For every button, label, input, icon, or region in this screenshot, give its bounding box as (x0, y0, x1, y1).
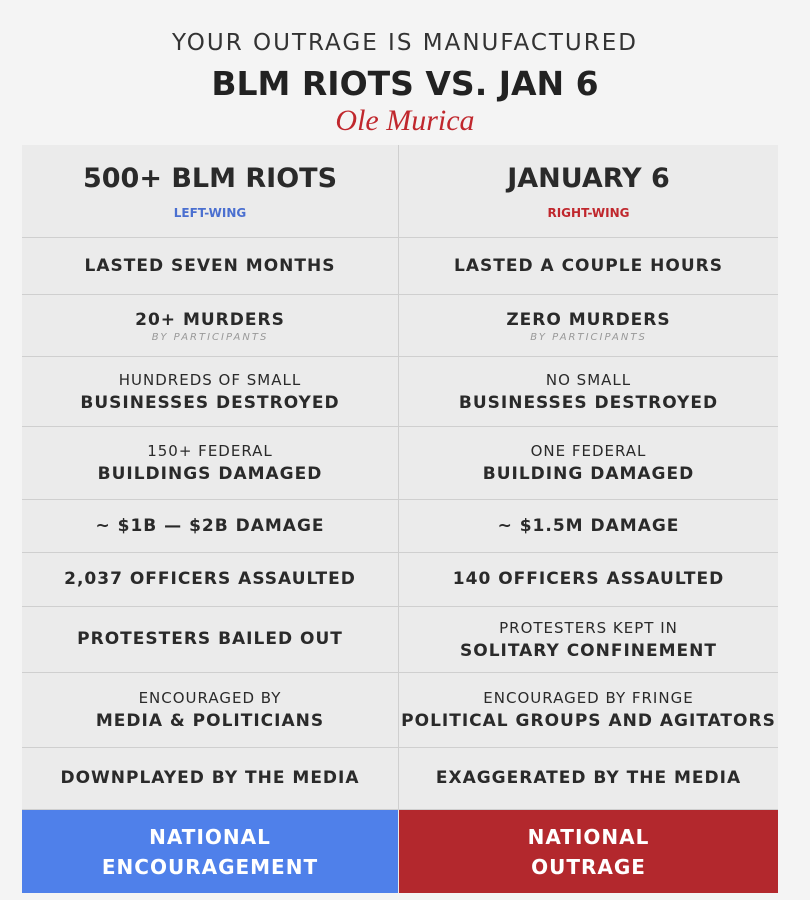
cell-text: PROTESTERS KEPT IN (499, 618, 678, 637)
footer-cell: NATIONAL ENCOURAGEMENT (22, 810, 398, 893)
cell-text: BUILDINGS DAMAGED (97, 464, 323, 484)
table-cell: 140 OFFICERS ASSAULTED (399, 553, 778, 607)
table-cell: ~ $1B — $2B DAMAGE (22, 500, 398, 553)
footer-text: NATIONAL (149, 824, 271, 849)
cell-text: EXAGGERATED BY THE MEDIA (435, 768, 742, 788)
table-cell: HUNDREDS OF SMALL BUSINESSES DESTROYED (22, 357, 398, 427)
table-cell: DOWNPLAYED BY THE MEDIA (22, 748, 398, 810)
table-cell: LASTED SEVEN MONTHS (22, 238, 398, 295)
comparison-table: 500+ BLM RIOTS LEFT-WING JANUARY 6 RIGHT-WI… (22, 145, 778, 893)
cell-text: 20+ MURDERS (135, 309, 285, 330)
footer-text: NATIONAL (527, 824, 650, 849)
table-cell: ENCOURAGED BY MEDIA & POLITICIANS (22, 673, 398, 748)
cell-text: BUILDING DAMAGED (482, 464, 695, 484)
cell-text: 140 OFFICERS ASSAULTED (452, 569, 725, 589)
column-tag: LEFT-WING (173, 205, 247, 220)
cell-text: MEDIA & POLITICIANS (95, 711, 325, 731)
cell-text: ZERO MURDERS (506, 309, 671, 330)
cell-text: 2,037 OFFICERS ASSAULTED (64, 569, 356, 589)
cell-text: LASTED A COUPLE HOURS (454, 255, 723, 276)
cell-note: BY PARTICIPANTS (151, 331, 269, 343)
cell-text: BUSINESSES DESTROYED (80, 392, 340, 413)
column-header: 500+ BLM RIOTS LEFT-WING (22, 145, 398, 238)
column-title: 500+ BLM RIOTS (82, 162, 338, 194)
divider (398, 145, 399, 810)
cell-text: HUNDREDS OF SMALL (118, 370, 302, 389)
cell-text: DOWNPLAYED BY THE MEDIA (60, 768, 360, 788)
cell-text: BUSINESSES DESTROYED (458, 392, 719, 413)
cell-text: LASTED SEVEN MONTHS (84, 255, 336, 276)
cell-text: SOLITARY CONFINEMENT (460, 640, 717, 661)
table-cell: NO SMALL BUSINESSES DESTROYED (399, 357, 778, 427)
cell-text: ENCOURAGED BY (138, 689, 282, 707)
brand: Ole Murica (335, 104, 475, 137)
cell-text: ENCOURAGED BY FRINGE (483, 689, 694, 707)
column-tag: RIGHT-WING (547, 205, 630, 220)
cell-text: ONE FEDERAL (530, 442, 647, 460)
table-cell: 2,037 OFFICERS ASSAULTED (22, 553, 398, 607)
table-cell: EXAGGERATED BY THE MEDIA (399, 748, 778, 810)
table-cell: 20+ MURDERS BY PARTICIPANTS (22, 295, 398, 357)
table-cell: PROTESTERS BAILED OUT (22, 607, 398, 673)
footer-cell: NATIONAL OUTRAGE (399, 810, 778, 893)
table-cell: ~ $1.5M DAMAGE (399, 500, 778, 553)
table-cell: ENCOURAGED BY FRINGE POLITICAL GROUPS AND… (399, 673, 778, 748)
table-cell: ONE FEDERAL BUILDING DAMAGED (399, 427, 778, 500)
cell-text: 150+ FEDERAL (147, 442, 273, 460)
column-title: JANUARY 6 (507, 162, 670, 194)
headline: BLM RIOTS VS. JAN 6 (211, 64, 599, 103)
cell-text: ~ $1B — $2B DAMAGE (95, 515, 325, 536)
table-cell: LASTED A COUPLE HOURS (399, 238, 778, 295)
cell-text: PROTESTERS BAILED OUT (77, 629, 343, 649)
footer-text: OUTRAGE (531, 854, 646, 879)
table-cell: 150+ FEDERAL BUILDINGS DAMAGED (22, 427, 398, 500)
table-cell: ZERO MURDERS BY PARTICIPANTS (399, 295, 778, 357)
column-header: JANUARY 6 RIGHT-WING (399, 145, 778, 238)
cell-text: ~ $1.5M DAMAGE (497, 515, 680, 536)
footer-text: ENCOURAGEMENT (101, 854, 319, 879)
title: YOUR OUTRAGE IS MANUFACTURED (172, 30, 638, 56)
cell-text: NO SMALL (545, 370, 632, 389)
cell-text: POLITICAL GROUPS AND AGITATORS (401, 711, 776, 731)
cell-note: BY PARTICIPANTS (530, 331, 647, 343)
table-cell: PROTESTERS KEPT IN SOLITARY CONFINEMENT (399, 607, 778, 673)
